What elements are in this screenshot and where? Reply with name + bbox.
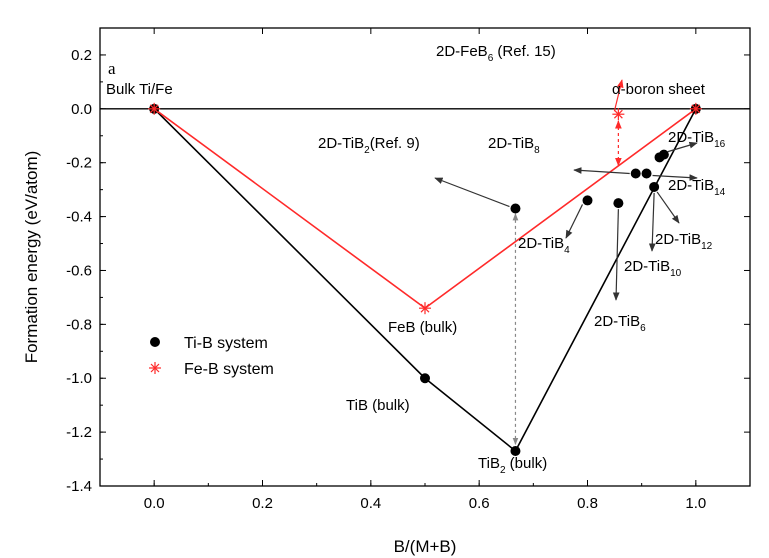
annotation-base: 2D-TiB bbox=[655, 231, 701, 248]
feb6-label-arrow bbox=[613, 79, 624, 112]
annotation-feb6: 2D-FeB6 (Ref. 15) bbox=[436, 43, 556, 64]
tib14-arrow bbox=[652, 174, 698, 181]
legend-label-fe-b: Fe-B system bbox=[184, 361, 274, 378]
ti-b-point bbox=[658, 149, 669, 160]
annotation-subscript: 2 bbox=[364, 145, 370, 156]
y-tick-label: -1.0 bbox=[66, 370, 92, 387]
y-tick-label: -0.6 bbox=[66, 262, 92, 279]
x-tick-label: 0.4 bbox=[360, 495, 381, 512]
annotation-base: 2D-TiB bbox=[318, 135, 364, 152]
annotation-tib16: 2D-TiB16 bbox=[668, 129, 726, 150]
annotation-subscript: 8 bbox=[534, 145, 540, 156]
annotation-base: FeB (bulk) bbox=[388, 319, 457, 336]
annotation-base: 2D-TiB bbox=[668, 129, 714, 146]
annotation-base: 2D-TiB bbox=[518, 235, 564, 252]
annotation-tib14: 2D-TiB14 bbox=[668, 177, 726, 198]
x-axis-title: B/(M+B) bbox=[394, 537, 457, 556]
annotation-subscript: 6 bbox=[488, 53, 494, 64]
y-tick-label: -0.4 bbox=[66, 209, 92, 226]
tib2ref-arrow bbox=[434, 177, 510, 208]
annotation-subscript: 2 bbox=[500, 465, 506, 476]
tib6-arrow bbox=[612, 209, 620, 301]
annotation-base: TiB bbox=[478, 455, 500, 472]
axes: 0.0 0.2 0.4 0.6 0.8 1.0 0.2 0.0 -0.2 -0.4 -0.6 -0.8… bbox=[66, 27, 751, 512]
annotation-base: TiB (bulk) bbox=[346, 397, 410, 414]
fe-b-hull-line bbox=[153, 108, 697, 310]
legend-marker-fe-b bbox=[149, 362, 161, 374]
legend-marker-ti-b bbox=[150, 337, 160, 347]
annotation-tail: (Ref. 9) bbox=[370, 135, 420, 152]
annotation-tib2: TiB2 (bulk) bbox=[478, 455, 547, 476]
y-tick-label: -0.2 bbox=[66, 155, 92, 172]
ti-b-point bbox=[510, 445, 521, 456]
panel-label: a bbox=[108, 59, 116, 78]
tib12-arrow bbox=[656, 191, 680, 224]
annotation-base: 2D-TiB bbox=[668, 177, 714, 194]
ti-b-point bbox=[641, 168, 652, 179]
annotation-subscript: 4 bbox=[564, 245, 570, 256]
ti-b-point bbox=[420, 373, 430, 384]
y-tick-label: -1.2 bbox=[66, 424, 92, 441]
fe-b-point bbox=[419, 302, 431, 315]
x-tick-label: 1.0 bbox=[685, 495, 706, 512]
annotation-tail: (bulk) bbox=[506, 455, 548, 472]
ti-b-hull-line bbox=[153, 108, 697, 453]
ti-b-point bbox=[613, 198, 624, 209]
y-axis-title: Formation energy (eV/atom) bbox=[22, 151, 41, 364]
fe-b-point bbox=[148, 102, 161, 115]
x-tick-label: 0.0 bbox=[144, 495, 165, 512]
annotation-tib: TiB (bulk) bbox=[346, 397, 410, 414]
annotation-tib6: 2D-TiB6 bbox=[594, 313, 646, 334]
annotation-arrows bbox=[434, 79, 698, 445]
annotation-tib8: 2D-TiB8 bbox=[488, 135, 540, 156]
x-tick-label: 0.6 bbox=[469, 495, 490, 512]
ti-b-point bbox=[510, 203, 521, 214]
annotation-tib10: 2D-TiB10 bbox=[624, 258, 682, 279]
annotation-base: 2D-TiB bbox=[594, 313, 640, 330]
ti-b-point bbox=[649, 181, 660, 192]
y-tick-label: -1.4 bbox=[66, 478, 92, 495]
fe-b-point bbox=[612, 108, 625, 121]
annotation-subscript: 6 bbox=[640, 323, 646, 334]
tib8-arrow bbox=[573, 167, 630, 175]
annotation-tail: (Ref. 15) bbox=[493, 43, 556, 60]
annotation-base: 2D-TiB bbox=[488, 135, 534, 152]
tib16-arrow bbox=[667, 141, 698, 153]
fe-b-point bbox=[689, 102, 702, 115]
annotation-feb: FeB (bulk) bbox=[388, 319, 457, 336]
y-tick-label: -0.8 bbox=[66, 316, 92, 333]
y-tick-label: 0.0 bbox=[71, 101, 92, 118]
data-points bbox=[148, 102, 702, 456]
annotation-base: 2D-TiB bbox=[624, 258, 670, 275]
annotation-subscript: 12 bbox=[701, 241, 713, 252]
x-tick-label: 0.8 bbox=[577, 495, 598, 512]
annotation-base: 2D-FeB bbox=[436, 43, 488, 60]
annotation-tib2ref: 2D-TiB2(Ref. 9) bbox=[318, 135, 420, 156]
x-tick-label: 0.2 bbox=[252, 495, 273, 512]
annotation-base: α-boron sheet bbox=[612, 81, 706, 98]
annotation-subscript: 14 bbox=[714, 187, 726, 198]
tib10-arrow bbox=[648, 192, 656, 252]
annotation-alpha: α-boron sheet bbox=[612, 81, 706, 98]
annotation-subscript: 16 bbox=[714, 139, 726, 150]
ti-b-point bbox=[630, 168, 641, 179]
y-tick-label: 0.2 bbox=[71, 47, 92, 64]
annotation-tib12: 2D-TiB12 bbox=[655, 231, 713, 252]
ti-b-point bbox=[582, 195, 593, 206]
hull-lines bbox=[153, 108, 697, 453]
legend: Ti-B system Fe-B system bbox=[149, 335, 274, 378]
annotation-subscript: 10 bbox=[670, 268, 682, 279]
annotation-base: Bulk Ti/Fe bbox=[106, 81, 173, 98]
legend-label-ti-b: Ti-B system bbox=[184, 335, 268, 352]
tib4-arrow bbox=[565, 204, 584, 239]
annotation-bulk: Bulk Ti/Fe bbox=[106, 81, 173, 98]
annotation-tib4: 2D-TiB4 bbox=[518, 235, 570, 256]
